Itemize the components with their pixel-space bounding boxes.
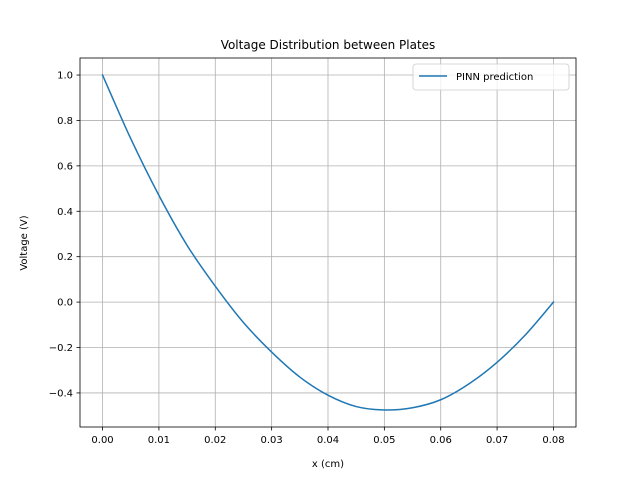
x-ticks: 0.00 0.01 0.02 0.03 0.04 0.05 0.06 0.07 0.08 [91, 427, 565, 446]
legend-label-pinn-prediction: PINN prediction [456, 72, 533, 83]
series-layer [101, 74, 555, 411]
x-tick-label: 0.08 [542, 435, 564, 446]
x-axis-label: x (cm) [312, 459, 344, 470]
y-tick-label: 0.2 [57, 252, 73, 263]
x-tick-label: 0.02 [204, 435, 226, 446]
y-tick-label: 1.0 [57, 71, 73, 82]
x-tick-label: 0.05 [373, 435, 395, 446]
x-tick-label: 0.00 [91, 435, 113, 446]
y-tick-label: 0.8 [57, 116, 73, 127]
y-tick-label: 0.6 [57, 161, 73, 172]
x-tick-label: 0.07 [486, 435, 508, 446]
x-tick-label: 0.03 [261, 435, 283, 446]
legend: PINN prediction [412, 63, 570, 91]
x-tick-label: 0.06 [430, 435, 452, 446]
grid [80, 58, 576, 427]
legend-box [412, 63, 570, 91]
y-tick-label: −0.2 [49, 343, 73, 354]
y-tick-label: −0.4 [49, 388, 73, 399]
x-tick-label: 0.01 [148, 435, 170, 446]
x-tick-label: 0.04 [317, 435, 339, 446]
y-ticks: −0.4 −0.2 0.0 0.2 0.4 0.6 0.8 1.0 [49, 71, 80, 399]
chart-title: Voltage Distribution between Plates [221, 38, 436, 52]
y-tick-label: 0.4 [57, 207, 73, 218]
y-axis-label: Voltage (V) [19, 215, 30, 270]
series-line-pinn-prediction [101, 74, 555, 411]
y-tick-label: 0.0 [57, 298, 73, 309]
